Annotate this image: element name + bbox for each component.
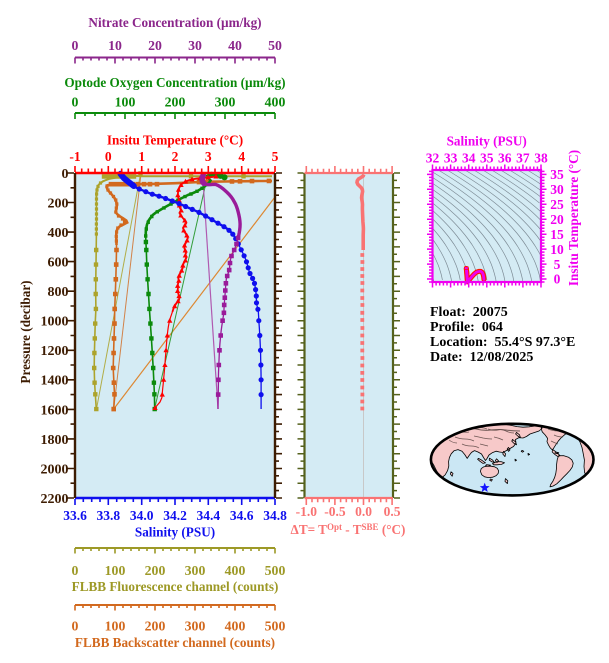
svg-text:Date: 12/08/2025: Date: 12/08/2025 xyxy=(430,350,533,365)
svg-text:0: 0 xyxy=(105,149,112,164)
svg-text:35: 35 xyxy=(480,151,494,166)
svg-text:Insitu Temperature (°C): Insitu Temperature (°C) xyxy=(566,150,581,286)
svg-text:32: 32 xyxy=(426,151,440,166)
svg-text:600: 600 xyxy=(48,256,69,271)
svg-text:300: 300 xyxy=(185,619,206,634)
svg-text:30: 30 xyxy=(550,182,564,197)
svg-text:100: 100 xyxy=(105,619,126,634)
svg-text:34.2: 34.2 xyxy=(163,508,187,523)
svg-text:200: 200 xyxy=(145,563,166,578)
svg-text:33: 33 xyxy=(444,151,458,166)
svg-text:200: 200 xyxy=(145,619,166,634)
svg-text:0.0: 0.0 xyxy=(355,504,372,519)
svg-text:200: 200 xyxy=(165,95,186,110)
svg-text:2200: 2200 xyxy=(41,492,69,507)
svg-text:1: 1 xyxy=(138,149,145,164)
svg-text:2: 2 xyxy=(172,149,179,164)
svg-text:50: 50 xyxy=(268,38,282,53)
svg-text:300: 300 xyxy=(215,95,236,110)
svg-text:40: 40 xyxy=(228,38,242,53)
svg-text:500: 500 xyxy=(265,619,286,634)
svg-text:35: 35 xyxy=(550,167,564,182)
svg-text:Salinity (PSU): Salinity (PSU) xyxy=(135,525,215,540)
svg-text:34.0: 34.0 xyxy=(130,508,154,523)
svg-text:0: 0 xyxy=(62,167,69,182)
svg-text:15: 15 xyxy=(550,227,564,242)
svg-text:0: 0 xyxy=(72,95,79,110)
svg-text:0: 0 xyxy=(72,619,79,634)
svg-text:33.8: 33.8 xyxy=(96,508,120,523)
svg-text:800: 800 xyxy=(48,285,69,300)
svg-text:FLBB Backscatter channel (coun: FLBB Backscatter channel (counts) xyxy=(75,635,275,650)
svg-text:1800: 1800 xyxy=(41,433,69,448)
svg-text:400: 400 xyxy=(48,226,69,241)
svg-text:200: 200 xyxy=(48,196,69,211)
svg-text:Nitrate Concentration (µm/kg): Nitrate Concentration (µm/kg) xyxy=(88,15,261,30)
svg-text:34.6: 34.6 xyxy=(230,508,254,523)
svg-text:-1.0: -1.0 xyxy=(296,504,318,519)
svg-text:5: 5 xyxy=(554,257,561,272)
svg-text:-0.5: -0.5 xyxy=(324,504,346,519)
svg-text:2000: 2000 xyxy=(41,462,69,477)
svg-text:38: 38 xyxy=(534,151,548,166)
svg-text:10: 10 xyxy=(108,38,122,53)
svg-text:300: 300 xyxy=(185,563,206,578)
svg-text:Optode Oxygen Concentration (µ: Optode Oxygen Concentration (µm/kg) xyxy=(64,75,285,90)
svg-text:20: 20 xyxy=(550,212,564,227)
svg-text:Location: 55.4°S 97.3°E: Location: 55.4°S 97.3°E xyxy=(430,335,575,350)
svg-text:Salinity (PSU): Salinity (PSU) xyxy=(447,134,527,149)
svg-text:Profile: 064: Profile: 064 xyxy=(430,320,503,335)
svg-text:1000: 1000 xyxy=(41,315,69,330)
svg-text:33.6: 33.6 xyxy=(63,508,87,523)
svg-text:0: 0 xyxy=(72,563,79,578)
svg-text:-1: -1 xyxy=(69,149,80,164)
svg-text:34.4: 34.4 xyxy=(196,508,220,523)
svg-text:34: 34 xyxy=(462,151,476,166)
svg-text:400: 400 xyxy=(265,95,286,110)
svg-text:10: 10 xyxy=(550,242,564,257)
svg-text:0.5: 0.5 xyxy=(384,504,401,519)
svg-text:FLBB Fluorescence channel (cou: FLBB Fluorescence channel (counts) xyxy=(72,579,279,594)
svg-text:Float: 20075: Float: 20075 xyxy=(430,305,508,320)
svg-text:0: 0 xyxy=(72,38,79,53)
svg-text:0: 0 xyxy=(554,272,561,287)
svg-text:100: 100 xyxy=(115,95,136,110)
svg-text:Insitu Temperature (°C): Insitu Temperature (°C) xyxy=(107,133,243,148)
svg-text:4: 4 xyxy=(238,149,245,164)
svg-text:5: 5 xyxy=(272,149,279,164)
svg-text:Pressure (decibar): Pressure (decibar) xyxy=(18,280,33,383)
svg-text:500: 500 xyxy=(265,563,286,578)
svg-text:37: 37 xyxy=(516,151,530,166)
svg-text:34.8: 34.8 xyxy=(263,508,287,523)
svg-text:25: 25 xyxy=(550,197,564,212)
svg-text:36: 36 xyxy=(498,151,512,166)
svg-text:1400: 1400 xyxy=(41,374,69,389)
svg-text:1200: 1200 xyxy=(41,344,69,359)
svg-text:400: 400 xyxy=(225,563,246,578)
svg-text:3: 3 xyxy=(205,149,212,164)
svg-text:400: 400 xyxy=(225,619,246,634)
svg-text:1600: 1600 xyxy=(41,403,69,418)
svg-text:ΔT= TOpt - TSBE (°C): ΔT= TOpt - TSBE (°C) xyxy=(291,522,406,537)
svg-text:100: 100 xyxy=(105,563,126,578)
svg-text:20: 20 xyxy=(148,38,162,53)
svg-text:30: 30 xyxy=(188,38,202,53)
